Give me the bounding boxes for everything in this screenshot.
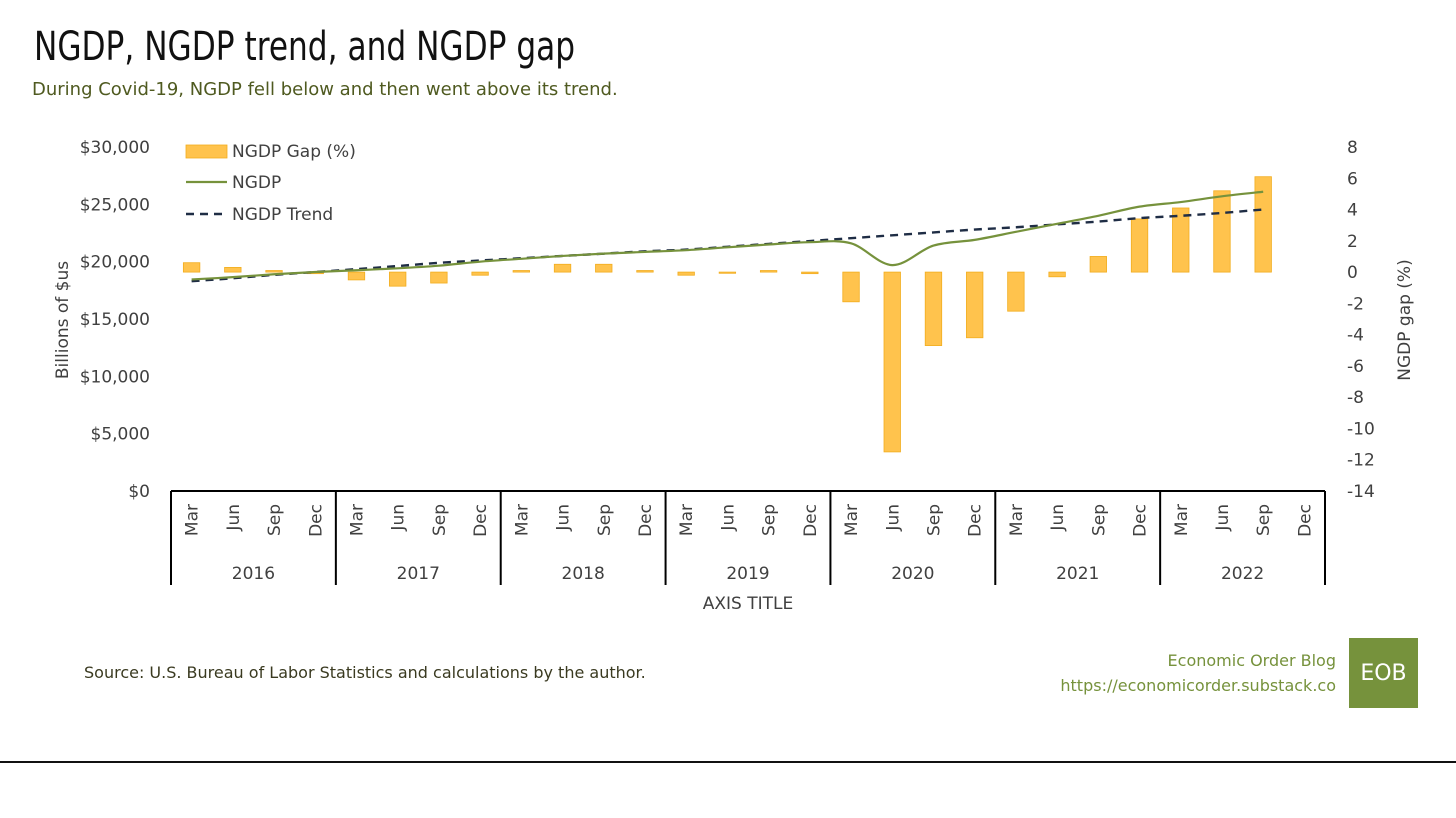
gap-bar — [966, 271, 984, 339]
right-axis-title: NGDP gap (%) — [1395, 259, 1415, 380]
right-axis-tick-label: 4 — [1347, 201, 1358, 221]
quarter-tick-label: Mar — [1007, 504, 1027, 536]
quarter-tick-label: Jun — [224, 504, 244, 532]
gap-bar — [1007, 271, 1025, 312]
gap-bar — [842, 271, 860, 303]
quarter-tick-label: Mar — [677, 504, 697, 536]
legend-label-gap: NGDP Gap (%) — [232, 142, 356, 162]
quarter-tick-label: Sep — [595, 504, 615, 536]
year-tick-label: 2019 — [726, 564, 769, 584]
quarter-tick-label: Mar — [512, 504, 532, 536]
left-axis-tick-label: $15,000 — [80, 310, 150, 330]
quarter-tick-label: Dec — [1295, 504, 1315, 537]
gap-bar — [924, 271, 943, 346]
quarter-tick-label: Jun — [1048, 504, 1068, 532]
quarter-tick-label: Dec — [306, 504, 326, 537]
source-note: Source: U.S. Bureau of Labor Statistics … — [84, 663, 646, 682]
gap-bar — [636, 270, 654, 273]
quarter-tick-label: Sep — [1254, 504, 1274, 536]
gap-bar — [471, 271, 489, 276]
legend-label-trend: NGDP Trend — [232, 205, 333, 225]
quarter-tick-label: Sep — [1089, 504, 1109, 536]
gap-bar — [553, 263, 572, 273]
right-axis-tick-label: -2 — [1347, 294, 1364, 314]
right-axis-tick-label: 2 — [1347, 232, 1358, 252]
year-tick-label: 2020 — [891, 564, 934, 584]
year-tick-label: 2016 — [232, 564, 275, 584]
legend-swatch-gap — [185, 144, 228, 159]
right-axis-tick-label: -12 — [1347, 451, 1375, 471]
quarter-tick-label: Dec — [1131, 504, 1151, 537]
left-axis-tick-label: $0 — [128, 482, 150, 502]
gap-bar — [1048, 271, 1066, 278]
year-tick-label: 2017 — [397, 564, 440, 584]
left-axis-title: Billions of $us — [53, 261, 73, 379]
right-axis-tick-label: -8 — [1347, 388, 1364, 408]
quarter-tick-label: Mar — [347, 504, 367, 536]
year-tick-label: 2022 — [1221, 564, 1264, 584]
right-axis-tick-label: 8 — [1347, 138, 1358, 158]
ngdp-line — [191, 190, 1264, 281]
gap-bar — [718, 271, 737, 274]
quarter-tick-label: Sep — [760, 504, 780, 536]
gap-bar — [759, 270, 778, 273]
gap-bar — [883, 271, 901, 453]
gap-bar — [1089, 256, 1107, 273]
bottom-divider — [0, 761, 1456, 763]
right-axis-tick-label: -4 — [1347, 326, 1364, 346]
quarter-tick-label: Sep — [265, 504, 285, 536]
quarter-tick-label: Mar — [1172, 504, 1192, 536]
quarter-tick-label: Mar — [842, 504, 862, 536]
x-axis-title: AXIS TITLE — [703, 594, 793, 614]
right-axis-tick-label: -10 — [1347, 419, 1375, 439]
right-axis-tick-label: 0 — [1347, 263, 1358, 283]
quarter-tick-label: Jun — [883, 504, 903, 532]
blog-name: Economic Order Blog — [1167, 651, 1336, 670]
chart-subtitle: During Covid-19, NGDP fell below and the… — [32, 79, 618, 100]
gap-bar — [347, 271, 366, 281]
gap-bar — [801, 271, 819, 275]
gap-bar — [595, 263, 613, 273]
chart-title: NGDP, NGDP trend, and NGDP gap — [34, 24, 576, 70]
quarter-tick-label: Jun — [1213, 504, 1233, 532]
left-axis-tick-label: $20,000 — [80, 253, 150, 273]
legend-label-ngdp: NGDP — [232, 173, 281, 193]
year-tick-label: 2021 — [1056, 564, 1099, 584]
quarter-tick-label: Jun — [718, 504, 738, 532]
left-axis-tick-label: $10,000 — [80, 367, 150, 387]
year-tick-label: 2018 — [562, 564, 605, 584]
quarter-tick-label: Dec — [966, 504, 986, 537]
quarter-tick-label: Dec — [471, 504, 491, 537]
quarter-tick-label: Mar — [183, 504, 203, 536]
left-axis-tick-label: $5,000 — [91, 425, 150, 445]
gap-bar — [1254, 176, 1272, 273]
blog-url[interactable]: https://economicorder.substack.co — [1060, 676, 1336, 695]
quarter-tick-label: Sep — [924, 504, 944, 536]
gap-bar — [1213, 190, 1231, 273]
quarter-tick-label: Dec — [636, 504, 656, 537]
gap-bar — [1172, 207, 1190, 273]
right-axis-tick-label: -14 — [1347, 482, 1375, 502]
gap-bar — [389, 271, 407, 287]
gap-bar — [182, 262, 201, 273]
gap-bar — [677, 271, 695, 276]
gap-bar — [430, 271, 448, 284]
gap-bar — [265, 270, 283, 273]
ngdp-chart: $0 $5,000 $10,000 $15,000 $20,000 $25,000 $30,… — [53, 138, 1415, 614]
gap-bar — [224, 266, 242, 273]
quarter-tick-label: Jun — [389, 504, 409, 532]
quarter-tick-label: Sep — [430, 504, 450, 536]
right-axis-tick-label: 6 — [1347, 169, 1358, 189]
quarter-tick-label: Dec — [801, 504, 821, 537]
left-axis-tick-label: $25,000 — [80, 195, 150, 215]
eob-logo: EOB — [1349, 638, 1418, 708]
right-axis-tick-label: -6 — [1347, 357, 1364, 377]
gap-bar — [1130, 218, 1149, 273]
left-axis-tick-label: $30,000 — [80, 138, 150, 158]
gap-bar — [512, 270, 530, 273]
quarter-tick-label: Jun — [554, 504, 574, 532]
